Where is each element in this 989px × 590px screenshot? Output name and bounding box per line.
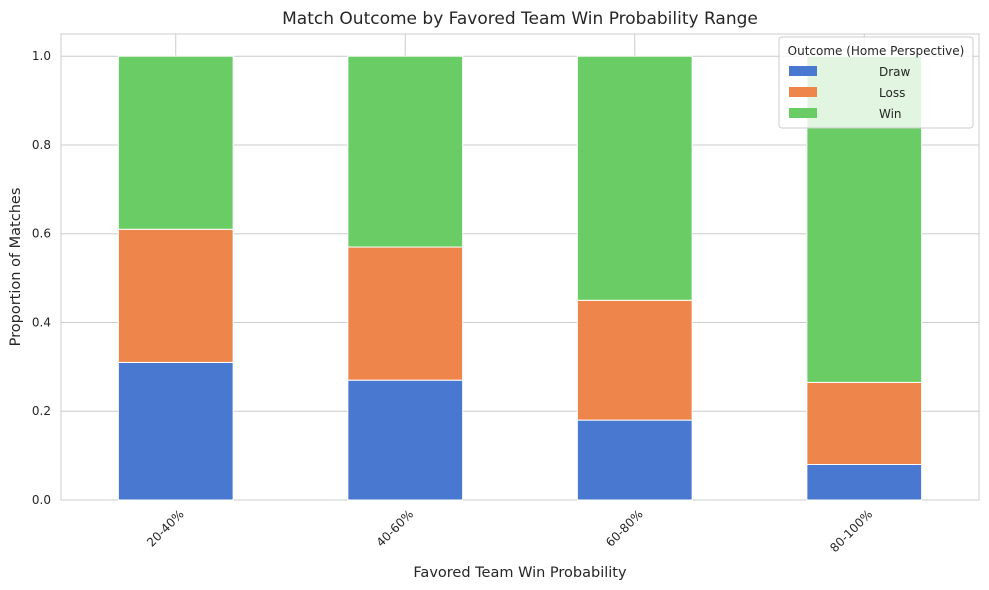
x-tick-label: 20-40% [144, 507, 187, 550]
legend-swatch-loss [789, 87, 817, 97]
x-tick-label: 80-100% [827, 507, 875, 555]
bar-segment-win [576, 55, 693, 301]
x-axis-ticks: 20-40% 40-60% 60-80% 80-100% [144, 507, 875, 555]
x-axis-label: Favored Team Win Probability [413, 565, 627, 581]
legend-swatch-win [789, 108, 817, 118]
bar-segment-loss [347, 246, 464, 381]
y-tick-label: 0.0 [32, 493, 51, 507]
y-tick-label: 0.2 [32, 404, 51, 418]
legend-label-win: Win [879, 107, 902, 121]
bar-segment-draw [576, 419, 693, 501]
y-axis-label: Proportion of Matches [8, 188, 24, 347]
legend-swatch-draw [789, 66, 817, 76]
legend-title: Outcome (Home Perspective) [788, 44, 965, 58]
bar-segment-loss [576, 299, 693, 421]
bar-segment-win [117, 55, 234, 230]
bar-segment-loss [806, 381, 923, 465]
x-tick-label: 40-60% [374, 507, 417, 550]
chart-title: Match Outcome by Favored Team Win Probab… [282, 9, 758, 29]
bar-segment-draw [347, 379, 464, 501]
y-tick-label: 0.6 [32, 227, 51, 241]
bars [117, 55, 923, 501]
legend-box [778, 36, 974, 129]
y-axis-ticks: 0.0 0.2 0.4 0.6 0.8 1.0 [32, 49, 51, 507]
bar-segment-win [347, 55, 464, 248]
bar-segment-draw [806, 463, 923, 501]
legend-label-draw: Draw [879, 65, 911, 79]
legend: Outcome (Home Perspective) Draw Loss Win [778, 36, 974, 129]
bar-segment-draw [117, 361, 234, 501]
y-tick-label: 0.4 [32, 315, 51, 329]
y-tick-label: 0.8 [32, 138, 51, 152]
legend-label-loss: Loss [879, 86, 905, 100]
y-tick-label: 1.0 [32, 49, 51, 63]
x-tick-label: 60-80% [603, 507, 646, 550]
bar-segment-loss [117, 228, 234, 363]
